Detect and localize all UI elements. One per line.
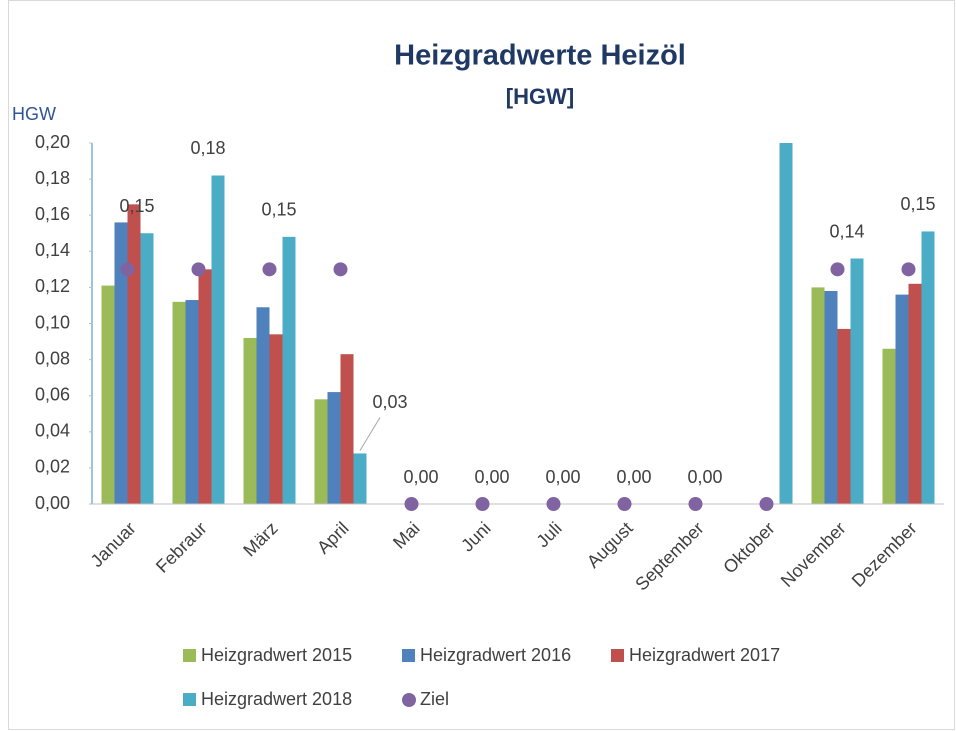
legend-label: Heizgradwert 2016 <box>420 645 571 665</box>
data-label: 0,00 <box>474 467 509 487</box>
bar <box>314 399 328 504</box>
chart-title: Heizgradwerte Heizöl <box>394 40 686 72</box>
data-label: 0,15 <box>900 194 935 214</box>
legend-swatch <box>183 693 196 706</box>
y-tick-label: 0,04 <box>35 421 70 441</box>
data-label: 0,15 <box>261 200 296 220</box>
y-tick-label: 0,00 <box>35 493 70 513</box>
target-dot <box>759 497 774 511</box>
bar <box>211 175 225 505</box>
legend-swatch <box>402 693 416 707</box>
bar <box>895 294 909 504</box>
bar <box>198 269 212 504</box>
target-dot <box>191 262 206 277</box>
bar <box>172 301 186 504</box>
bar <box>185 300 199 504</box>
bar <box>779 143 793 504</box>
data-label: 0,14 <box>829 221 864 241</box>
data-label: 0,00 <box>403 467 438 487</box>
bar <box>327 392 341 504</box>
bar <box>127 204 141 504</box>
bar <box>256 307 270 504</box>
bar <box>811 287 825 504</box>
y-tick-label: 0,16 <box>35 204 70 224</box>
bar <box>824 291 838 504</box>
data-label: 0,03 <box>372 392 407 412</box>
legend-label: Heizgradwert 2015 <box>201 645 352 665</box>
data-label: 0,15 <box>119 196 154 216</box>
plot-area <box>101 143 935 505</box>
target-dot <box>617 497 632 511</box>
target-dot <box>901 262 916 277</box>
y-tick-label: 0,12 <box>35 276 70 296</box>
y-tick-label: 0,18 <box>35 168 70 188</box>
y-tick-label: 0,10 <box>35 312 70 332</box>
bar <box>243 337 257 504</box>
target-dot <box>404 497 419 511</box>
data-label: 0,00 <box>545 467 580 487</box>
bar <box>908 283 922 504</box>
legend-swatch <box>402 649 415 662</box>
data-label: 0,00 <box>687 467 722 487</box>
chart-subtitle: [HGW] <box>506 84 574 109</box>
bar <box>114 222 128 505</box>
bar <box>101 285 115 504</box>
target-dot <box>262 262 277 277</box>
target-dot <box>120 262 135 277</box>
target-dot <box>475 497 490 511</box>
bar <box>850 258 864 504</box>
legend-label: Ziel <box>420 689 449 709</box>
legend-swatch <box>183 649 196 662</box>
legend-label: Heizgradwert 2018 <box>201 689 352 709</box>
target-dot <box>333 262 348 277</box>
data-label: 0,18 <box>190 138 225 158</box>
y-axis-label: HGW <box>12 104 56 124</box>
y-tick-label: 0,14 <box>35 240 70 260</box>
bar <box>140 233 154 504</box>
bar <box>882 348 896 504</box>
y-tick-label: 0,02 <box>35 457 70 477</box>
y-tick-label: 0,06 <box>35 384 70 404</box>
bar <box>921 231 935 504</box>
bar <box>340 354 354 504</box>
bar <box>269 334 283 504</box>
bar <box>353 453 367 504</box>
chart-border <box>8 0 955 730</box>
leader-line <box>359 417 381 451</box>
legend-label: Heizgradwert 2017 <box>629 645 780 665</box>
bar <box>282 236 296 505</box>
y-tick-label: 0,20 <box>35 132 70 152</box>
target-dot <box>830 262 845 277</box>
y-tick-label: 0,08 <box>35 348 70 368</box>
target-dot <box>546 497 561 511</box>
legend-swatch <box>611 649 624 662</box>
target-dot <box>688 497 703 511</box>
bar <box>837 328 851 504</box>
data-label: 0,00 <box>616 467 651 487</box>
